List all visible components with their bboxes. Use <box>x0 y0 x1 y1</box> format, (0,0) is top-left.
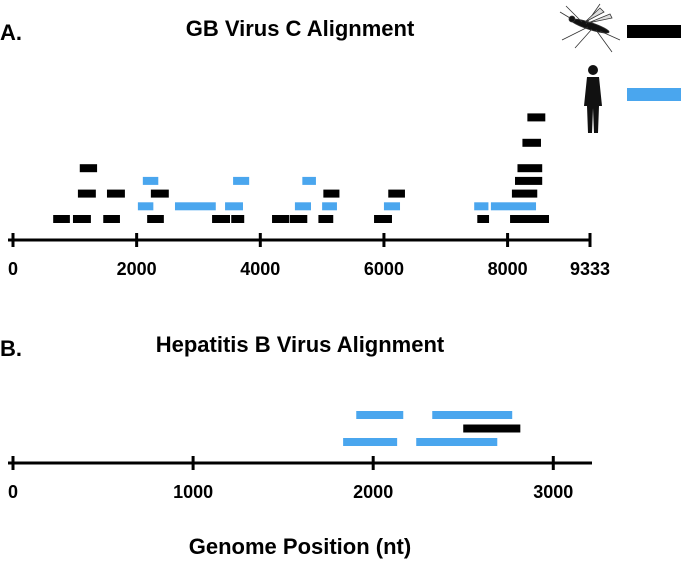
alignment-segment <box>490 202 537 211</box>
alignment-segment <box>79 164 98 173</box>
x-tick-label: 6000 <box>364 259 404 279</box>
alignment-segment <box>212 215 231 223</box>
alignment-segment <box>106 189 125 198</box>
alignment-segment <box>272 215 290 223</box>
alignment-segment <box>137 202 154 211</box>
alignment-segment <box>522 138 541 147</box>
alignment-segment <box>231 215 245 223</box>
alignment-segment <box>515 176 543 185</box>
panels: A. GB Virus C Alignment 0 2000 4000 6000 8000 9… <box>0 16 681 559</box>
alignment-segment <box>294 202 311 211</box>
alignment-segment <box>511 189 538 198</box>
alignment-segment <box>174 202 216 211</box>
alignment-segment <box>463 424 521 433</box>
alignment-segment <box>323 189 340 198</box>
alignment-segment <box>289 215 308 223</box>
alignment-segment <box>388 189 405 198</box>
chart-title: GB Virus C Alignment <box>186 16 415 41</box>
x-tick-label: 0 <box>8 482 18 502</box>
x-tick-label: 2000 <box>117 259 157 279</box>
alignment-segment <box>225 202 243 211</box>
alignment-segment <box>322 202 337 211</box>
x-tick-label: 2000 <box>353 482 393 502</box>
alignment-segment <box>432 411 513 419</box>
alignment-segment <box>72 215 91 223</box>
alignment-segment <box>318 215 334 223</box>
chart-title: Hepatitis B Virus Alignment <box>156 332 445 357</box>
alignment-segment <box>302 176 316 185</box>
x-tick-label: 9333 <box>570 259 610 279</box>
x-tick-label: 1000 <box>173 482 213 502</box>
x-tick-label: 4000 <box>240 259 280 279</box>
alignment-segment <box>53 215 70 223</box>
alignment-segment <box>474 202 489 211</box>
x-tick-label: 0 <box>8 259 18 279</box>
alignment-segment <box>103 215 120 223</box>
panel-label: A. <box>0 20 22 45</box>
alignment-segment <box>517 164 543 173</box>
mosquito-icon <box>559 3 621 53</box>
x-tick-label: 8000 <box>488 259 528 279</box>
panel-label: B. <box>0 336 22 361</box>
human-icon <box>584 65 602 133</box>
alignment-segment <box>147 215 164 223</box>
x-axis-label: Genome Position (nt) <box>189 534 411 559</box>
x-tick-label: 3000 <box>533 482 573 502</box>
alignment-segment <box>233 176 250 185</box>
alignment-segment <box>383 202 401 211</box>
alignment-segment <box>343 438 398 446</box>
alignment-segment <box>150 189 169 198</box>
alignment-segment <box>527 113 546 122</box>
alignment-segment <box>356 411 404 419</box>
alignment-segment <box>477 215 490 223</box>
alignment-segment <box>510 215 550 223</box>
alignment-segment <box>416 438 498 446</box>
legend-swatch <box>627 88 681 101</box>
alignment-segment <box>374 215 392 223</box>
alignment-segment <box>77 189 96 198</box>
alignment-segment <box>142 176 159 185</box>
legend-swatch <box>627 25 681 38</box>
